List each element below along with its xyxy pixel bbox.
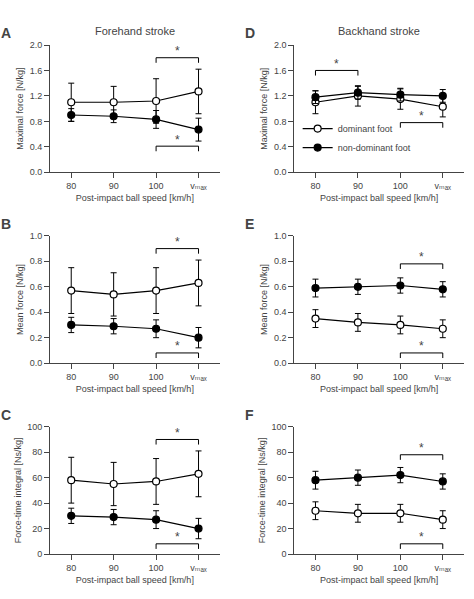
svg-text:100: 100 xyxy=(393,372,408,382)
svg-text:20: 20 xyxy=(276,524,286,534)
svg-text:*: * xyxy=(419,250,424,264)
svg-text:dominant foot: dominant foot xyxy=(338,124,393,134)
svg-text:100: 100 xyxy=(393,181,408,191)
svg-text:Post-impact ball speed [km/h]: Post-impact ball speed [km/h] xyxy=(76,193,194,203)
svg-text:Backhand stroke: Backhand stroke xyxy=(338,25,420,37)
svg-text:vₘₐₓ: vₘₐₓ xyxy=(190,372,206,382)
svg-text:vₘₐₓ: vₘₐₓ xyxy=(435,563,451,573)
svg-text:*: * xyxy=(175,235,180,249)
svg-text:90: 90 xyxy=(109,181,119,191)
svg-text:0: 0 xyxy=(281,549,286,559)
svg-text:E: E xyxy=(245,216,254,232)
svg-text:*: * xyxy=(175,339,180,353)
svg-text:F: F xyxy=(245,407,254,423)
svg-text:40: 40 xyxy=(276,498,286,508)
svg-text:1.0: 1.0 xyxy=(274,231,287,241)
svg-text:90: 90 xyxy=(109,372,119,382)
svg-text:A: A xyxy=(1,25,11,41)
svg-text:2.0: 2.0 xyxy=(30,40,43,50)
svg-text:40: 40 xyxy=(32,498,42,508)
svg-text:Mean force [N/kg]: Mean force [N/kg] xyxy=(259,264,269,335)
svg-text:Mean force [N/kg]: Mean force [N/kg] xyxy=(15,264,25,335)
svg-text:B: B xyxy=(1,216,11,232)
svg-text:Force-time integral [Ns/kg]: Force-time integral [Ns/kg] xyxy=(13,438,23,544)
svg-text:0.8: 0.8 xyxy=(30,117,43,127)
svg-text:Maximal force [N/kg]: Maximal force [N/kg] xyxy=(259,68,269,150)
svg-text:*: * xyxy=(334,57,339,71)
svg-text:100: 100 xyxy=(149,372,164,382)
svg-text:0.0: 0.0 xyxy=(274,358,287,368)
svg-text:*: * xyxy=(419,109,424,123)
svg-text:*: * xyxy=(419,530,424,544)
svg-text:100: 100 xyxy=(27,422,42,432)
svg-text:80: 80 xyxy=(310,563,320,573)
svg-text:80: 80 xyxy=(276,447,286,457)
svg-text:0.0: 0.0 xyxy=(274,167,287,177)
svg-text:0.4: 0.4 xyxy=(30,307,43,317)
svg-text:80: 80 xyxy=(66,372,76,382)
svg-text:0.4: 0.4 xyxy=(274,142,287,152)
svg-text:*: * xyxy=(175,530,180,544)
svg-text:0.8: 0.8 xyxy=(274,117,287,127)
svg-text:vₘₐₓ: vₘₐₓ xyxy=(435,181,451,191)
svg-text:non-dominant foot: non-dominant foot xyxy=(338,143,411,153)
svg-text:Force-time integral [Ns/kg]: Force-time integral [Ns/kg] xyxy=(257,438,267,544)
svg-text:0.8: 0.8 xyxy=(30,256,43,266)
svg-text:90: 90 xyxy=(353,563,363,573)
svg-text:0: 0 xyxy=(37,549,42,559)
svg-text:1.6: 1.6 xyxy=(30,66,43,76)
svg-text:80: 80 xyxy=(310,181,320,191)
svg-text:Post-impact ball speed [km/h]: Post-impact ball speed [km/h] xyxy=(76,384,194,394)
svg-text:Post-impact ball speed [km/h]: Post-impact ball speed [km/h] xyxy=(76,575,194,585)
svg-text:80: 80 xyxy=(66,181,76,191)
svg-text:0.8: 0.8 xyxy=(274,256,287,266)
svg-text:*: * xyxy=(419,339,424,353)
svg-text:1.2: 1.2 xyxy=(30,91,43,101)
svg-text:60: 60 xyxy=(32,473,42,483)
svg-text:80: 80 xyxy=(66,563,76,573)
svg-text:vₘₐₓ: vₘₐₓ xyxy=(190,181,206,191)
svg-text:*: * xyxy=(175,44,180,58)
svg-text:Post-impact ball speed [km/h]: Post-impact ball speed [km/h] xyxy=(320,384,438,394)
svg-text:100: 100 xyxy=(271,422,286,432)
svg-text:Forehand stroke: Forehand stroke xyxy=(95,25,175,37)
svg-text:60: 60 xyxy=(276,473,286,483)
svg-text:D: D xyxy=(245,25,255,41)
svg-text:1.6: 1.6 xyxy=(274,66,287,76)
svg-text:2.0: 2.0 xyxy=(274,40,287,50)
svg-text:0.0: 0.0 xyxy=(30,167,43,177)
svg-text:0.0: 0.0 xyxy=(30,358,43,368)
svg-text:Post-impact ball speed [km/h]: Post-impact ball speed [km/h] xyxy=(320,575,438,585)
svg-text:vₘₐₓ: vₘₐₓ xyxy=(435,372,451,382)
svg-text:0.6: 0.6 xyxy=(274,282,287,292)
svg-text:1.2: 1.2 xyxy=(274,91,287,101)
svg-text:1.0: 1.0 xyxy=(30,231,43,241)
svg-text:C: C xyxy=(1,407,11,423)
svg-text:90: 90 xyxy=(109,563,119,573)
svg-text:*: * xyxy=(419,441,424,455)
svg-text:0.2: 0.2 xyxy=(274,333,287,343)
svg-text:Post-impact ball speed [km/h]: Post-impact ball speed [km/h] xyxy=(320,193,438,203)
svg-text:0.6: 0.6 xyxy=(30,282,43,292)
svg-text:0.2: 0.2 xyxy=(30,333,43,343)
svg-text:*: * xyxy=(175,133,180,147)
svg-text:Maximal force [N/kg]: Maximal force [N/kg] xyxy=(15,68,25,150)
svg-text:90: 90 xyxy=(353,372,363,382)
svg-text:100: 100 xyxy=(149,181,164,191)
svg-text:vₘₐₓ: vₘₐₓ xyxy=(190,563,206,573)
svg-text:*: * xyxy=(175,426,180,440)
svg-text:100: 100 xyxy=(149,563,164,573)
svg-text:80: 80 xyxy=(32,447,42,457)
svg-text:0.4: 0.4 xyxy=(274,307,287,317)
svg-text:20: 20 xyxy=(32,524,42,534)
svg-text:90: 90 xyxy=(353,181,363,191)
svg-text:0.4: 0.4 xyxy=(30,142,43,152)
svg-text:100: 100 xyxy=(393,563,408,573)
svg-text:80: 80 xyxy=(310,372,320,382)
